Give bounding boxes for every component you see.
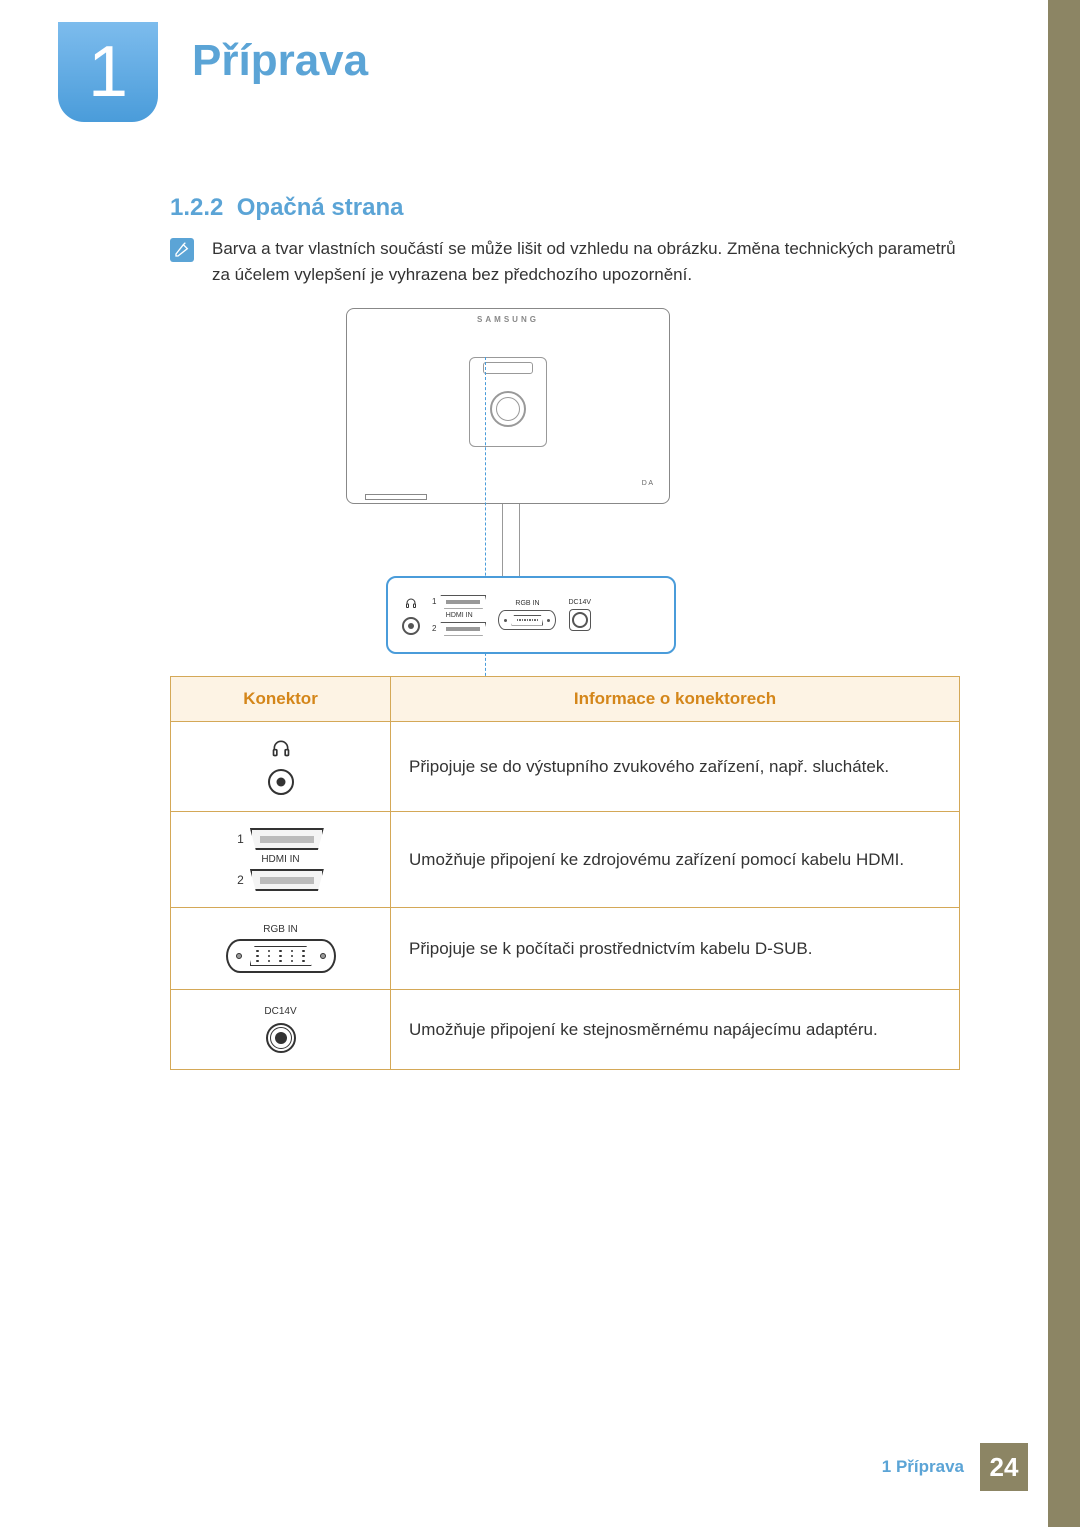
connector-icon-cell — [171, 722, 391, 812]
connector-desc: Připojuje se do výstupního zvukového zař… — [391, 722, 960, 812]
hdmi-port-group: 1 HDMI IN 2 — [432, 595, 486, 636]
connector-icon-cell: RGB IN — [171, 908, 391, 990]
hdmi-2-num: 2 — [237, 873, 244, 887]
ports-callout-panel: 1 HDMI IN 2 RGB IN DC14V — [386, 576, 676, 654]
connector-icon-cell: 1 HDMI IN 2 — [171, 812, 391, 908]
audio-jack-icon — [268, 769, 294, 795]
corner-label: D A — [642, 480, 653, 487]
bottom-port-strip — [365, 494, 427, 500]
connector-table: Konektor Informace o konektorech Připoju… — [170, 676, 960, 1070]
connector-icon-cell: DC14V — [171, 990, 391, 1070]
document-page: 1 Příprava 1.2.2 Opačná strana Barva a t… — [0, 0, 1080, 1527]
hdmi-port-2-icon — [440, 622, 486, 636]
page-footer: 1 Příprava 24 — [882, 1443, 1028, 1491]
hdmi-port-1-icon — [440, 595, 486, 609]
section-number: 1.2.2 — [170, 194, 223, 221]
headphone-port-group — [402, 596, 420, 635]
hdmi-label: HDMI IN — [261, 854, 299, 865]
dc-icon-group: DC14V — [179, 1006, 382, 1053]
hdmi-2-num: 2 — [432, 624, 436, 633]
chapter-title: Příprava — [192, 36, 368, 86]
th-info: Informace o konektorech — [391, 677, 960, 722]
chapter-number: 1 — [88, 31, 128, 113]
side-accent-bar — [1048, 0, 1080, 1527]
vga-port-icon — [498, 610, 556, 630]
dc-port-icon — [569, 609, 591, 631]
monitor-body: SAMSUNG D A — [346, 308, 670, 504]
info-note-text: Barva a tvar vlastních součástí se může … — [212, 236, 960, 287]
hdmi-port-icon — [250, 828, 324, 850]
table-row: RGB IN Připojuje se k počítači prostředn… — [171, 908, 960, 990]
th-connector: Konektor — [171, 677, 391, 722]
dc-port-icon — [266, 1023, 296, 1053]
hinge-slot — [483, 362, 533, 374]
vga-label: RGB IN — [263, 924, 297, 935]
connector-desc: Připojuje se k počítači prostřednictvím … — [391, 908, 960, 990]
dc-label: DC14V — [568, 599, 591, 606]
page-number: 24 — [980, 1443, 1028, 1491]
info-note-row: Barva a tvar vlastních součástí se může … — [170, 236, 960, 287]
table-row: DC14V Umožňuje připojení ke stejnosměrné… — [171, 990, 960, 1070]
dc-port-group: DC14V — [568, 599, 591, 631]
section-heading: 1.2.2 Opačná strana — [170, 194, 403, 222]
hdmi-1-num: 1 — [432, 597, 436, 606]
vga-icon-group: RGB IN — [179, 924, 382, 973]
audio-jack-icon — [402, 617, 420, 635]
connector-desc: Umožňuje připojení ke stejnosměrnému nap… — [391, 990, 960, 1070]
vga-port-group: RGB IN — [498, 600, 556, 630]
callout-line — [485, 357, 486, 711]
vga-label: RGB IN — [515, 600, 539, 607]
hdmi-icon-group: 1 HDMI IN 2 — [179, 828, 382, 891]
table-row: Připojuje se do výstupního zvukového zař… — [171, 722, 960, 812]
section-title-text: Opačná strana — [237, 194, 404, 221]
connector-desc: Umožňuje připojení ke zdrojovému zařízen… — [391, 812, 960, 908]
hdmi-port-icon — [250, 869, 324, 891]
dc-label: DC14V — [264, 1006, 296, 1017]
vga-port-icon — [226, 939, 336, 973]
footer-chapter-ref: 1 Příprava — [882, 1457, 980, 1477]
hdmi-1-num: 1 — [237, 832, 244, 846]
headphone-icon — [405, 596, 417, 614]
note-icon — [170, 238, 194, 262]
brand-label: SAMSUNG — [477, 315, 539, 324]
headphone-icon — [179, 738, 382, 763]
hdmi-label: HDMI IN — [432, 612, 486, 619]
table-row: 1 HDMI IN 2 Umožňuje připojení ke zdrojo… — [171, 812, 960, 908]
chapter-number-tab: 1 — [58, 22, 158, 122]
hinge-circle — [490, 391, 526, 427]
